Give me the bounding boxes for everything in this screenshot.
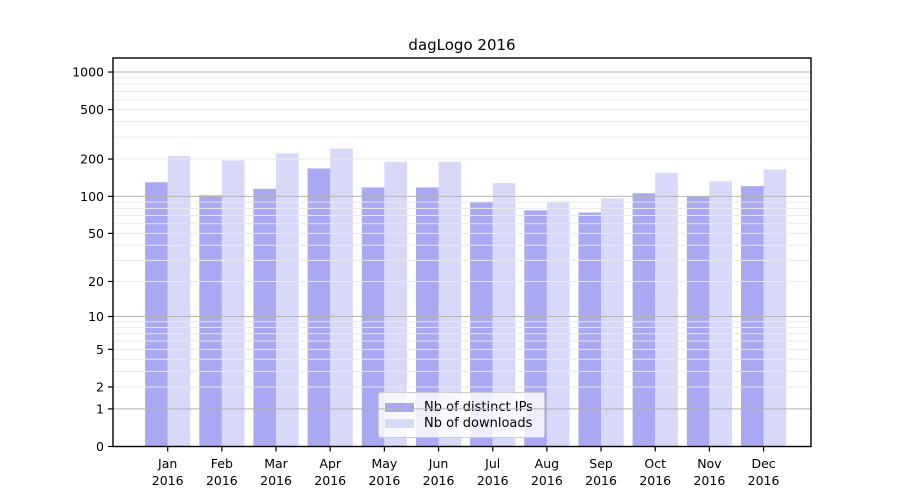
bar-mar-distinct-ips <box>253 188 277 447</box>
bar-aug-downloads <box>546 202 570 447</box>
bar-dec-distinct-ips <box>740 186 764 447</box>
bar-feb-downloads <box>221 160 245 447</box>
bar-jan-downloads <box>167 155 191 447</box>
legend-item-downloads: Nb of downloads <box>385 417 536 430</box>
legend-swatch-downloads <box>385 418 414 428</box>
bar-apr-distinct-ips <box>307 168 331 447</box>
bar-dec-downloads <box>763 169 787 447</box>
bar-oct-downloads <box>655 172 678 447</box>
bar-nov-downloads <box>709 181 732 447</box>
bar-sep-downloads <box>601 198 624 447</box>
chart-title: dagLogo 2016 <box>408 36 516 54</box>
legend-label-downloads: Nb of downloads <box>424 415 533 431</box>
legend: Nb of distinct IPs Nb of downloads <box>378 392 545 438</box>
bar-feb-distinct-ips <box>199 195 222 447</box>
legend-label-distinct-ips: Nb of distinct IPs <box>424 399 533 415</box>
bar-jan-distinct-ips <box>145 182 168 447</box>
legend-item-distinct-ips: Nb of distinct IPs <box>385 401 536 414</box>
bar-sep-distinct-ips <box>578 212 602 447</box>
bar-nov-distinct-ips <box>686 196 710 447</box>
bar-mar-downloads <box>276 153 299 447</box>
bar-apr-downloads <box>330 148 353 447</box>
bar-oct-distinct-ips <box>632 193 656 447</box>
legend-swatch-distinct-ips <box>385 402 414 412</box>
